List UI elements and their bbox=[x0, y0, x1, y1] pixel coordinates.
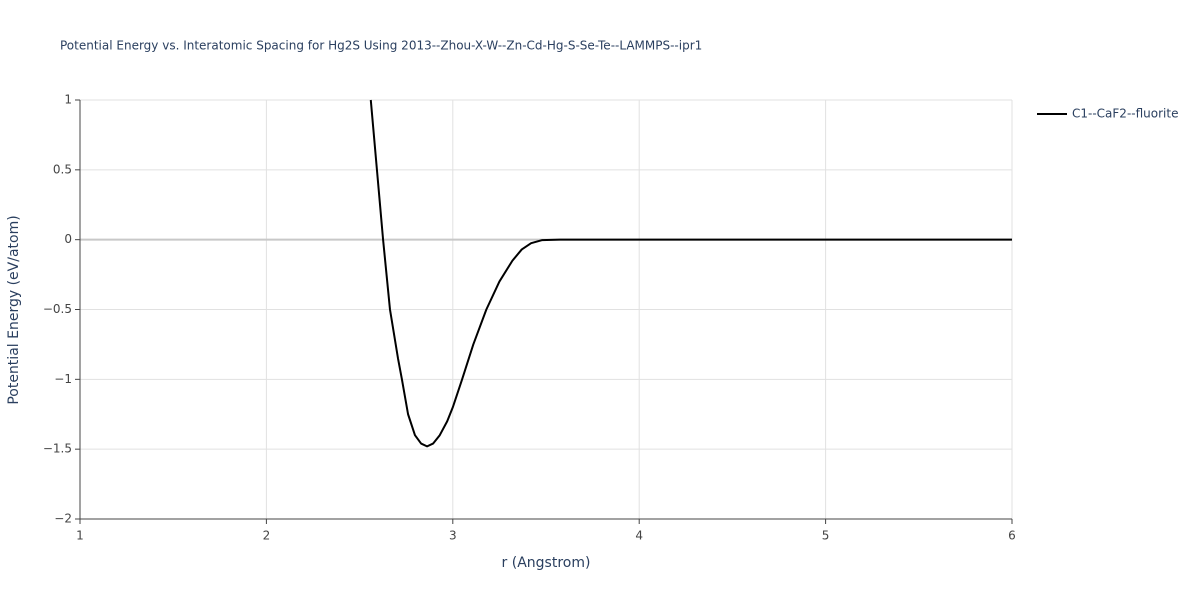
x-tick-label: 2 bbox=[263, 529, 271, 543]
y-tick-label: −1 bbox=[54, 372, 72, 386]
chart-title: Potential Energy vs. Interatomic Spacing… bbox=[60, 39, 702, 53]
y-tick-label: −0.5 bbox=[43, 302, 72, 316]
legend-label: C1--CaF2--fluorite bbox=[1072, 107, 1178, 121]
y-tick-label: 0.5 bbox=[53, 162, 72, 176]
x-tick-label: 3 bbox=[449, 529, 457, 543]
x-tick-label: 4 bbox=[635, 529, 643, 543]
x-tick-label: 1 bbox=[76, 529, 84, 543]
y-axis-title: Potential Energy (eV/atom) bbox=[6, 215, 22, 404]
y-tick-label: −1.5 bbox=[43, 442, 72, 456]
y-tick-label: 1 bbox=[64, 93, 72, 107]
x-tick-label: 5 bbox=[822, 529, 830, 543]
y-tick-label: −2 bbox=[54, 512, 72, 526]
y-tick-label: 0 bbox=[64, 232, 72, 246]
x-tick-label: 6 bbox=[1008, 529, 1016, 543]
x-axis-title: r (Angstrom) bbox=[502, 555, 591, 571]
series-line bbox=[369, 99, 1012, 448]
